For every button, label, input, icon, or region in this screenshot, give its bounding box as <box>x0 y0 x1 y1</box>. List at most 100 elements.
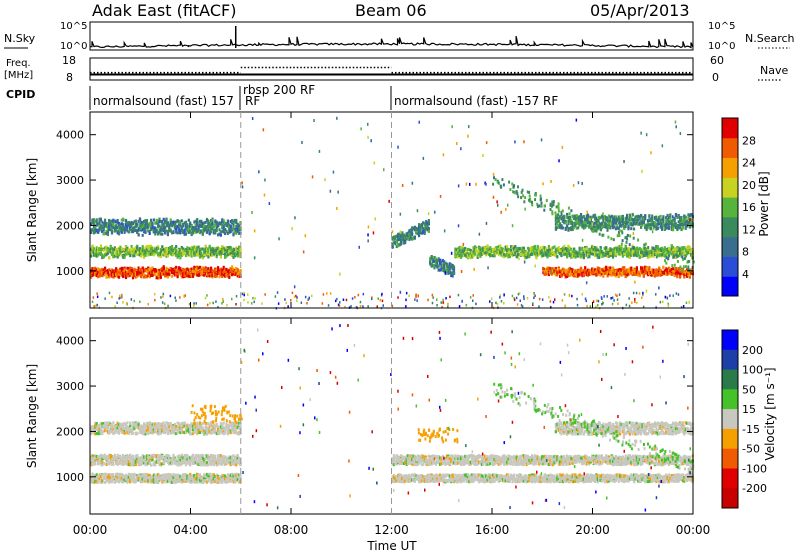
power-cell <box>575 275 578 278</box>
power-cell <box>110 223 114 227</box>
power-cell <box>490 297 493 300</box>
power-cell <box>247 293 249 296</box>
power-cell <box>186 249 189 253</box>
power-cell <box>532 245 535 249</box>
power-cell <box>607 235 610 239</box>
power-cell <box>667 268 671 272</box>
power-cell <box>150 267 153 271</box>
power-cell <box>554 248 557 252</box>
power-cell <box>184 268 188 272</box>
power-cell <box>226 303 228 307</box>
power-cell <box>182 272 185 276</box>
power-cell <box>499 245 502 249</box>
power-cell <box>552 200 555 204</box>
power-cell <box>228 247 231 251</box>
power-cell <box>648 272 651 275</box>
power-cell <box>669 215 672 219</box>
power-cell <box>643 243 646 247</box>
power-cell <box>200 254 203 258</box>
power-cell <box>97 249 100 253</box>
power-cell <box>154 272 157 276</box>
power-cell <box>508 248 511 252</box>
power-cell <box>221 218 224 222</box>
power-cell <box>108 273 111 277</box>
power-cell <box>119 223 122 227</box>
site-title: Adak East (fitACF) <box>92 1 236 20</box>
power-cell <box>652 268 655 272</box>
power-cell <box>108 275 111 279</box>
power-cell <box>92 218 95 222</box>
power-cell <box>685 301 688 304</box>
power-cell <box>157 245 160 249</box>
power-cell <box>162 222 165 226</box>
power-cell <box>588 269 591 272</box>
power-cell <box>447 265 450 268</box>
power-cell <box>136 270 139 274</box>
power-cell <box>665 271 668 275</box>
power-cell <box>145 244 148 248</box>
power-cell <box>434 261 437 265</box>
power-cell <box>455 253 458 257</box>
power-cell <box>612 266 615 270</box>
power-cell <box>528 194 531 198</box>
power-cell <box>534 198 537 202</box>
power-cell <box>621 231 624 235</box>
power-cell <box>264 293 266 296</box>
power-cell <box>545 248 548 252</box>
power-cell <box>136 248 139 252</box>
power-cell <box>399 230 402 234</box>
power-cell <box>219 247 222 251</box>
power-cell <box>450 251 453 255</box>
power-cell <box>169 228 172 232</box>
power-cell <box>665 250 668 254</box>
power-cell <box>586 304 588 308</box>
power-cell <box>541 298 544 301</box>
power-cell <box>101 226 104 230</box>
power-cell <box>627 226 630 229</box>
power-cell <box>159 250 162 254</box>
power-cell <box>165 250 168 254</box>
power-cell <box>129 249 132 253</box>
power-cell <box>452 268 456 272</box>
power-cell <box>586 216 590 220</box>
power-cell <box>171 245 174 248</box>
power-cell <box>613 299 615 302</box>
power-cell <box>540 250 544 254</box>
power-cell <box>194 228 197 232</box>
power-cell <box>606 295 608 298</box>
power-cell <box>640 222 643 226</box>
power-cell <box>673 224 676 228</box>
power-cell <box>225 267 228 271</box>
power-cell <box>684 223 687 227</box>
power-cell <box>443 268 446 272</box>
power-cell <box>614 272 617 276</box>
power-cell <box>630 271 633 275</box>
power-cell <box>551 210 554 214</box>
power-cell <box>520 196 523 200</box>
power-cell <box>392 235 396 239</box>
power-cell <box>626 254 629 258</box>
power-cell <box>632 246 635 250</box>
power-cell <box>210 248 213 252</box>
power-cell <box>191 229 195 233</box>
power-cell <box>117 225 121 228</box>
power-cell <box>198 230 202 234</box>
power-cell <box>581 182 583 185</box>
power-cell <box>232 224 235 228</box>
power-cell <box>238 249 241 253</box>
power-cell <box>574 271 577 275</box>
power-cell <box>522 194 525 198</box>
power-cell <box>567 222 570 225</box>
power-cell <box>596 253 599 257</box>
power-cell <box>231 297 233 301</box>
power-cell <box>175 248 178 252</box>
power-cell <box>679 219 682 222</box>
power-cell <box>609 252 612 255</box>
power-cell <box>162 295 164 298</box>
power-cell <box>556 273 559 277</box>
power-cell <box>647 246 650 249</box>
power-cell <box>621 269 624 273</box>
power-cell <box>236 270 239 274</box>
power-cell <box>148 268 151 271</box>
power-cell <box>98 273 101 277</box>
